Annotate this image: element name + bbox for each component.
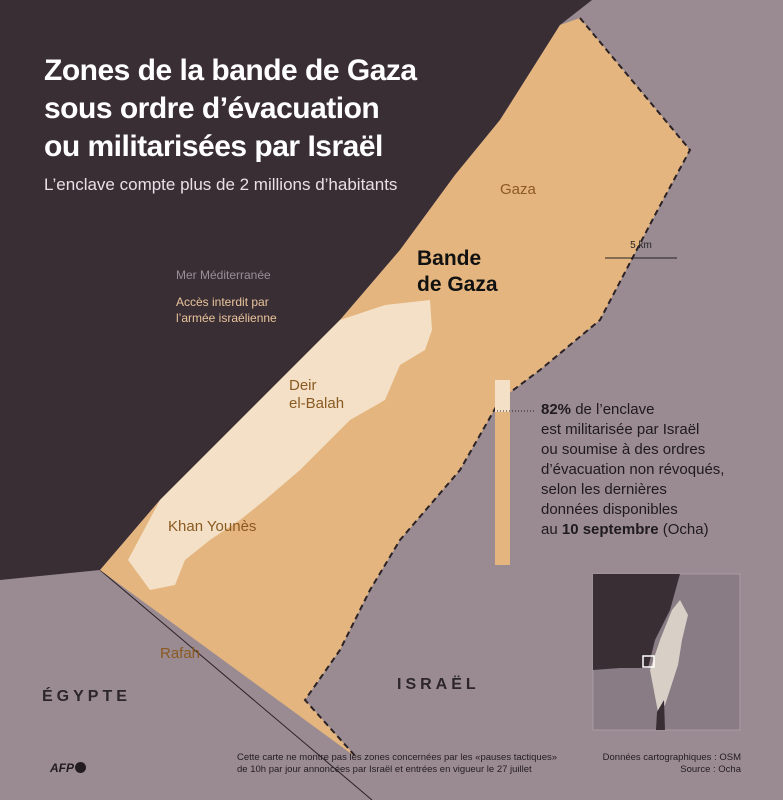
- city-khan-younes: Khan Younès: [168, 518, 257, 535]
- inset-locator: [642, 655, 655, 668]
- title-line: ou militarisées par Israël: [44, 130, 383, 163]
- country-israel: ISRAËL: [397, 676, 480, 693]
- label-line: Deir: [289, 377, 317, 394]
- source: Données cartographiques : OSM Source : O…: [603, 752, 741, 776]
- footnote: Cette carte ne montre pas les zones conc…: [237, 752, 557, 776]
- israel-border-dashed: [303, 17, 692, 759]
- page-title: Zones de la bande de Gaza sous ordre d’é…: [44, 52, 417, 166]
- logo-dot-icon: [75, 762, 86, 773]
- stat-date: 10 septembre: [561, 521, 659, 538]
- stat-annotation: 82% de l’enclave est militarisée par Isr…: [541, 400, 724, 540]
- restricted-zone-label: Accès interdit par l’armée israélienne: [176, 294, 277, 326]
- legend-bar-strip: [495, 412, 510, 565]
- sea-label: Mer Méditerranée: [176, 268, 271, 282]
- stat-percent: 82%: [541, 401, 572, 418]
- stat-text: de l’enclave: [571, 401, 655, 418]
- scale-label: 5 km: [630, 240, 652, 251]
- strip-label: Bande de Gaza: [417, 246, 498, 298]
- source-line: Source : Ocha: [680, 764, 741, 775]
- title-line: Zones de la bande de Gaza: [44, 54, 417, 87]
- stat-text: au: [541, 521, 562, 538]
- restricted-zone: [128, 300, 432, 590]
- stat-text: (Ocha): [658, 521, 709, 538]
- label-line: Bande: [417, 247, 482, 270]
- country-egypt: ÉGYPTE: [42, 688, 131, 705]
- footnote-line: de 10h par jour annoncées par Israël et …: [237, 764, 532, 775]
- sea: [0, 0, 592, 580]
- stat-text: est militarisée par Israël: [541, 421, 700, 438]
- label-line: l’armée israélienne: [176, 311, 277, 325]
- logo-text: AFP: [50, 761, 74, 775]
- city-rafah: Rafah: [160, 645, 201, 662]
- stat-text: données disponibles: [541, 501, 678, 518]
- stat-text: selon les dernières: [541, 481, 667, 498]
- city-gaza: Gaza: [500, 181, 536, 198]
- city-deir-el-balah: Deir el-Balah: [289, 377, 344, 413]
- title-line: sous ordre d’évacuation: [44, 92, 380, 125]
- subtitle: L’enclave compte plus de 2 millions d’ha…: [44, 175, 398, 194]
- inset-map: [592, 573, 741, 731]
- afp-logo: AFP: [50, 761, 86, 775]
- stat-text: d’évacuation non révoqués,: [541, 461, 725, 478]
- legend-bar-restricted: [495, 380, 510, 412]
- label-line: de Gaza: [417, 273, 498, 296]
- gaza-strip: [100, 18, 690, 758]
- egypt-border: [99, 569, 373, 800]
- source-line: Données cartographiques : OSM: [602, 752, 741, 763]
- label-line: Accès interdit par: [176, 295, 269, 309]
- stat-text: ou soumise à des ordres: [541, 441, 706, 458]
- label-line: el-Balah: [289, 395, 345, 412]
- footnote-line: Cette carte ne montre pas les zones conc…: [237, 752, 558, 763]
